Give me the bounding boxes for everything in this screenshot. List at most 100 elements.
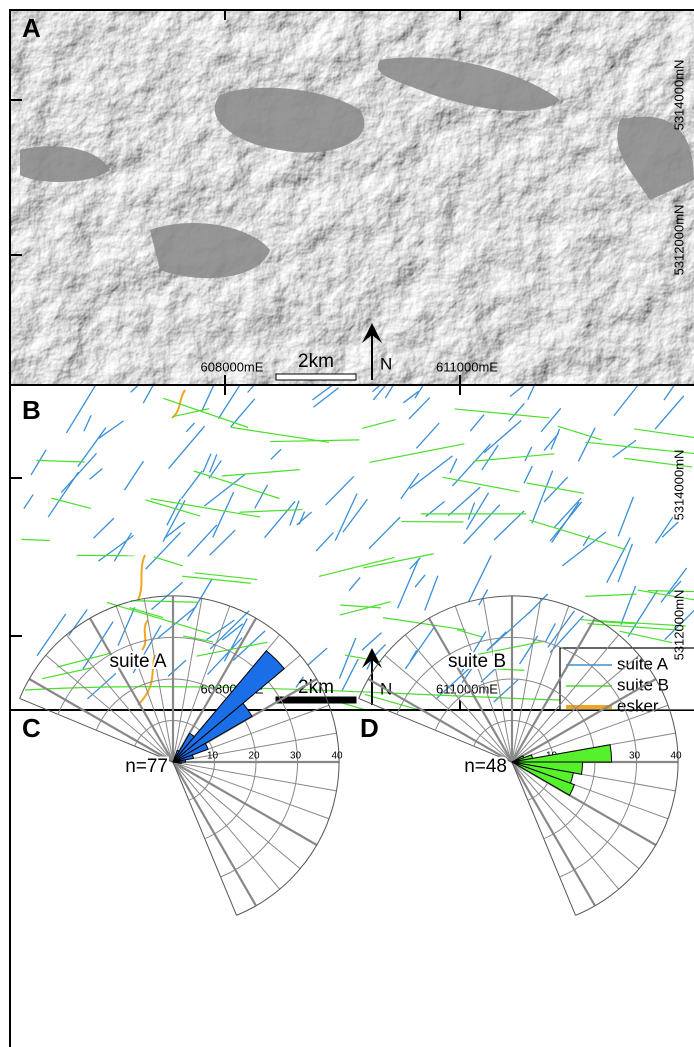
lineament-suite-a <box>415 575 425 587</box>
lineament-suite-b <box>37 460 85 462</box>
lineament-suite-b <box>154 557 183 566</box>
northing-label: 5314000mN <box>671 60 686 131</box>
lineament-suite-a <box>78 428 106 467</box>
lineament-suite-a <box>468 556 491 602</box>
lineament-suite-a <box>484 420 521 452</box>
lineament-suite-b <box>527 483 584 493</box>
lineament-suite-a <box>90 468 103 479</box>
panel-label: A <box>22 13 41 43</box>
panel-label: D <box>360 713 379 743</box>
lineament-suite-a <box>405 627 434 669</box>
lineament-suite-a <box>621 586 636 625</box>
lineament-suite-a <box>213 492 234 537</box>
lineament-suite-a <box>208 638 243 675</box>
legend-label: suite A <box>617 654 669 673</box>
lineament-suite-b <box>231 427 329 442</box>
rose-tick-label: 30 <box>290 751 302 762</box>
lineament-suite-a <box>425 576 438 611</box>
easting-label: 608000mE <box>201 359 264 374</box>
lineament-suite-b <box>239 510 302 513</box>
lineament-suite-b <box>634 429 694 442</box>
lineament-suite-a <box>628 590 658 637</box>
lineament-suite-a <box>362 633 382 651</box>
panel-label: C <box>22 713 41 743</box>
sample-count: n=77 <box>125 756 168 777</box>
page: A608000mE611000mE5314000mN5312000mN2kmNB… <box>0 0 694 1047</box>
lineament-suite-b <box>42 668 91 679</box>
hillshade <box>10 10 694 385</box>
lineament-suite-a <box>618 497 633 536</box>
lineament-suite-b <box>131 601 199 603</box>
lineament-suite-a <box>470 415 484 432</box>
lineament-suite-b <box>455 409 550 418</box>
lineament-suite-b <box>319 557 395 576</box>
lineament-suite-b <box>529 520 625 549</box>
lineament-suite-a <box>99 421 124 438</box>
lineament-suite-b <box>339 702 434 730</box>
rose-tick-label: 10 <box>207 751 219 762</box>
lineament-suite-a <box>31 450 46 475</box>
rose-tick-label: 40 <box>670 751 682 762</box>
lineament-suite-a <box>541 408 561 432</box>
lineament-suite-a <box>509 403 525 421</box>
panel-label: B <box>22 395 41 425</box>
lineament-suite-b <box>383 618 466 630</box>
easting-label: 611000mE <box>436 359 498 374</box>
rose-tick-label: 20 <box>248 751 260 762</box>
north-label: N <box>380 354 392 373</box>
scale-bar <box>276 374 356 380</box>
lineament-suite-a <box>369 517 400 549</box>
lineament-suite-a <box>401 473 419 499</box>
lineament-suite-b <box>151 499 260 517</box>
northing-label: 5312000mN <box>671 205 686 276</box>
lineament-suite-a <box>349 577 360 590</box>
esker <box>138 555 145 600</box>
esker <box>142 620 148 650</box>
legend-label: suite B <box>617 675 669 694</box>
lineament-suite-a <box>271 449 281 459</box>
lineament-suite-a <box>118 607 135 645</box>
lineament-suite-a <box>494 511 524 540</box>
rose-label: suite A <box>109 651 166 672</box>
lineament-suite-b <box>457 630 482 637</box>
lineament-suite-b <box>581 620 686 626</box>
lineament-suite-a <box>525 447 532 461</box>
northing-label: 5314000mN <box>671 450 686 521</box>
lineament-suite-a <box>84 415 91 431</box>
lineament-suite-b <box>270 440 359 442</box>
lineament-suite-b <box>196 642 267 656</box>
lineament-suite-b <box>369 444 464 463</box>
lineament-suite-a <box>409 398 430 420</box>
lineament-suite-b <box>473 454 554 461</box>
lineament-suite-a <box>182 471 202 498</box>
lineament-suite-a <box>466 493 488 530</box>
lineament-suite-a <box>218 384 240 419</box>
lineament-suite-a <box>448 487 480 516</box>
lineament-suite-a <box>168 660 186 676</box>
lineament-suite-a <box>204 475 244 506</box>
lineament-suite-a <box>158 606 197 638</box>
lineament-suite-a <box>24 495 33 509</box>
lineament-suite-a <box>290 501 299 526</box>
lineament-suite-a <box>69 610 88 636</box>
lineament-suite-b <box>620 631 673 643</box>
lineament-suite-a <box>479 590 488 606</box>
lineament-suite-a <box>255 485 268 509</box>
lineament-suite-a <box>203 454 211 473</box>
lineament-suite-a <box>655 396 684 429</box>
lineament-suite-a <box>66 385 95 433</box>
lineament-suite-a <box>265 501 296 537</box>
lineament-suite-a <box>520 636 538 664</box>
lineament-suite-a <box>416 423 439 448</box>
rose-label: suite B <box>448 651 506 672</box>
lineament-suite-a <box>326 476 354 505</box>
lineament-suite-a <box>339 638 355 679</box>
lineament-suite-a <box>61 453 96 492</box>
lineament-suite-a <box>169 426 205 469</box>
lineament-suite-a <box>210 530 235 555</box>
lineament-suite-a <box>398 559 419 609</box>
lineament-suite-b <box>222 470 300 476</box>
lineament-suite-a <box>410 456 453 489</box>
lineament-suite-a <box>316 533 333 551</box>
lineament-suite-a <box>186 423 194 432</box>
